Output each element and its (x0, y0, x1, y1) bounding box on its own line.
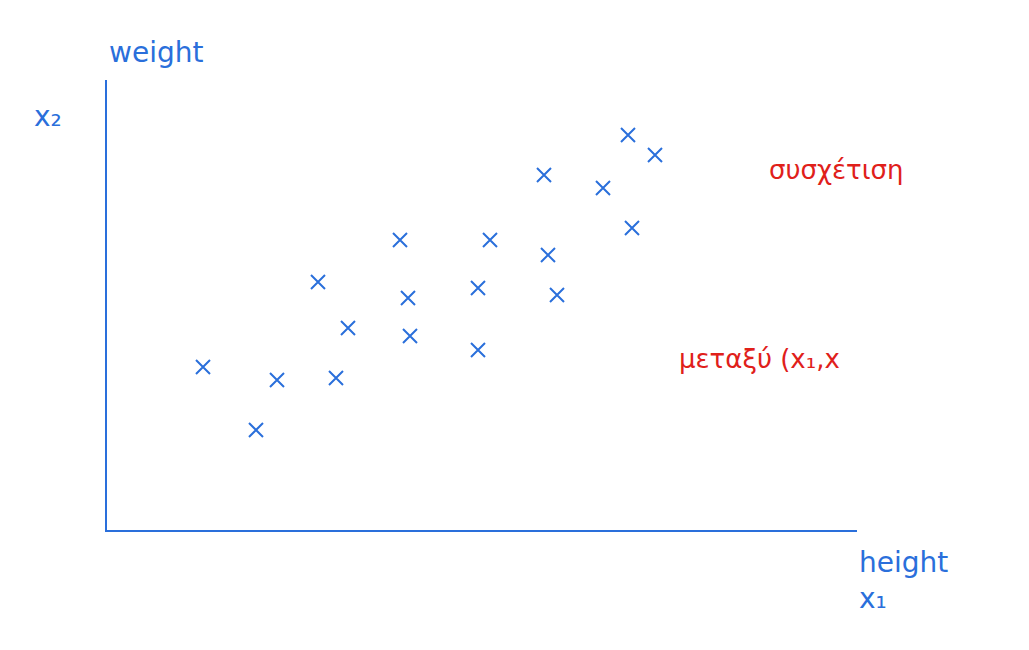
svg-text:x₂: x₂ (34, 100, 62, 133)
svg-text:μεταξύ (x₁,x: μεταξύ (x₁,x (679, 344, 840, 374)
svg-text:height: height (859, 546, 948, 579)
svg-text:x₁: x₁ (859, 582, 887, 615)
svg-text:συσχέτιση: συσχέτιση (769, 155, 903, 185)
svg-text:weight: weight (109, 36, 203, 69)
